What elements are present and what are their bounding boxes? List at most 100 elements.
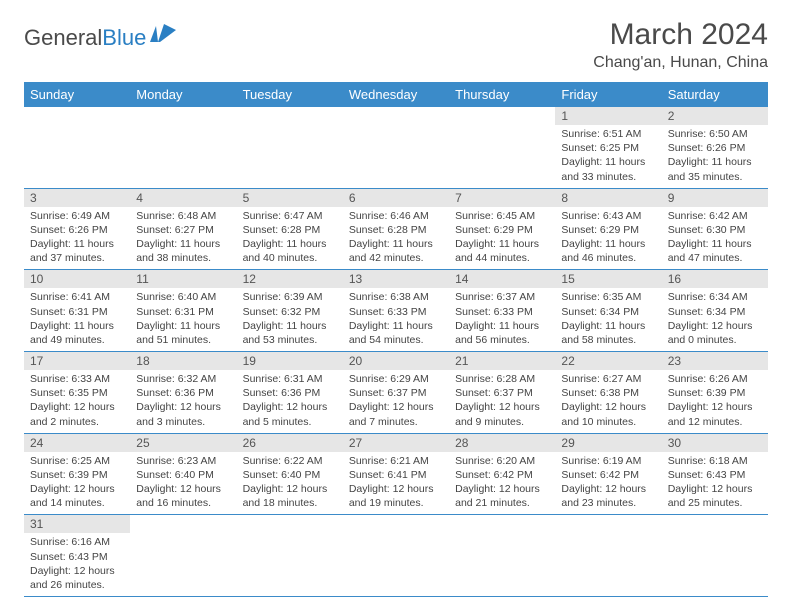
day-number: 20: [343, 352, 449, 370]
sunrise: Sunrise: 6:45 AM: [455, 209, 549, 223]
calendar-cell: 21Sunrise: 6:28 AMSunset: 6:37 PMDayligh…: [449, 352, 555, 434]
day-number: 29: [555, 434, 661, 452]
day-details: Sunrise: 6:19 AMSunset: 6:42 PMDaylight:…: [555, 452, 661, 515]
day-number: 28: [449, 434, 555, 452]
daylight: Daylight: 12 hours and 16 minutes.: [136, 482, 230, 510]
header: GeneralBlue March 2024 Chang'an, Hunan, …: [24, 18, 768, 72]
sunset: Sunset: 6:35 PM: [30, 386, 124, 400]
day-details: Sunrise: 6:32 AMSunset: 6:36 PMDaylight:…: [130, 370, 236, 433]
sunrise: Sunrise: 6:35 AM: [561, 290, 655, 304]
sunset: Sunset: 6:34 PM: [668, 305, 762, 319]
day-number: 12: [237, 270, 343, 288]
daylight: Daylight: 12 hours and 23 minutes.: [561, 482, 655, 510]
sunset: Sunset: 6:30 PM: [668, 223, 762, 237]
calendar-cell: 3Sunrise: 6:49 AMSunset: 6:26 PMDaylight…: [24, 188, 130, 270]
sunrise: Sunrise: 6:29 AM: [349, 372, 443, 386]
daylight: Daylight: 11 hours and 54 minutes.: [349, 319, 443, 347]
title-block: March 2024 Chang'an, Hunan, China: [593, 18, 768, 72]
calendar-cell: 15Sunrise: 6:35 AMSunset: 6:34 PMDayligh…: [555, 270, 661, 352]
sunrise: Sunrise: 6:39 AM: [243, 290, 337, 304]
daylight: Daylight: 11 hours and 53 minutes.: [243, 319, 337, 347]
day-details: Sunrise: 6:38 AMSunset: 6:33 PMDaylight:…: [343, 288, 449, 351]
sunrise: Sunrise: 6:31 AM: [243, 372, 337, 386]
calendar-cell: 18Sunrise: 6:32 AMSunset: 6:36 PMDayligh…: [130, 352, 236, 434]
calendar-week: 3Sunrise: 6:49 AMSunset: 6:26 PMDaylight…: [24, 188, 768, 270]
day-number: 9: [662, 189, 768, 207]
calendar-cell: 8Sunrise: 6:43 AMSunset: 6:29 PMDaylight…: [555, 188, 661, 270]
sunrise: Sunrise: 6:20 AM: [455, 454, 549, 468]
day-details: Sunrise: 6:21 AMSunset: 6:41 PMDaylight:…: [343, 452, 449, 515]
calendar-cell: 28Sunrise: 6:20 AMSunset: 6:42 PMDayligh…: [449, 433, 555, 515]
sunrise: Sunrise: 6:42 AM: [668, 209, 762, 223]
sunset: Sunset: 6:26 PM: [30, 223, 124, 237]
sunset: Sunset: 6:29 PM: [455, 223, 549, 237]
day-number: 26: [237, 434, 343, 452]
sunrise: Sunrise: 6:51 AM: [561, 127, 655, 141]
daylight: Daylight: 12 hours and 3 minutes.: [136, 400, 230, 428]
daylight: Daylight: 11 hours and 44 minutes.: [455, 237, 549, 265]
location: Chang'an, Hunan, China: [593, 54, 768, 72]
sunset: Sunset: 6:36 PM: [136, 386, 230, 400]
calendar-cell: [237, 107, 343, 188]
day-number: 24: [24, 434, 130, 452]
day-details: Sunrise: 6:33 AMSunset: 6:35 PMDaylight:…: [24, 370, 130, 433]
calendar-cell: [130, 515, 236, 597]
sunset: Sunset: 6:31 PM: [30, 305, 124, 319]
sunset: Sunset: 6:33 PM: [455, 305, 549, 319]
sunrise: Sunrise: 6:25 AM: [30, 454, 124, 468]
day-number: 18: [130, 352, 236, 370]
calendar-cell: 1Sunrise: 6:51 AMSunset: 6:25 PMDaylight…: [555, 107, 661, 188]
calendar-cell: 2Sunrise: 6:50 AMSunset: 6:26 PMDaylight…: [662, 107, 768, 188]
day-details: Sunrise: 6:49 AMSunset: 6:26 PMDaylight:…: [24, 207, 130, 270]
day-details: Sunrise: 6:41 AMSunset: 6:31 PMDaylight:…: [24, 288, 130, 351]
sunset: Sunset: 6:40 PM: [136, 468, 230, 482]
day-number: 15: [555, 270, 661, 288]
sunrise: Sunrise: 6:22 AM: [243, 454, 337, 468]
day-number: 19: [237, 352, 343, 370]
day-number: 21: [449, 352, 555, 370]
daylight: Daylight: 11 hours and 56 minutes.: [455, 319, 549, 347]
day-number: 10: [24, 270, 130, 288]
sunset: Sunset: 6:25 PM: [561, 141, 655, 155]
sunset: Sunset: 6:42 PM: [561, 468, 655, 482]
sunrise: Sunrise: 6:43 AM: [561, 209, 655, 223]
logo-flag-icon: [150, 24, 176, 42]
day-number: 3: [24, 189, 130, 207]
daylight: Daylight: 11 hours and 46 minutes.: [561, 237, 655, 265]
logo-text-2: Blue: [102, 25, 146, 51]
daylight: Daylight: 11 hours and 47 minutes.: [668, 237, 762, 265]
daylight: Daylight: 11 hours and 49 minutes.: [30, 319, 124, 347]
calendar-cell: [449, 107, 555, 188]
day-number: 30: [662, 434, 768, 452]
calendar-cell: 4Sunrise: 6:48 AMSunset: 6:27 PMDaylight…: [130, 188, 236, 270]
sunrise: Sunrise: 6:34 AM: [668, 290, 762, 304]
daylight: Daylight: 12 hours and 25 minutes.: [668, 482, 762, 510]
sunrise: Sunrise: 6:19 AM: [561, 454, 655, 468]
daylight: Daylight: 11 hours and 58 minutes.: [561, 319, 655, 347]
daylight: Daylight: 11 hours and 33 minutes.: [561, 155, 655, 183]
day-header: Monday: [130, 82, 236, 107]
day-details: Sunrise: 6:50 AMSunset: 6:26 PMDaylight:…: [662, 125, 768, 188]
sunrise: Sunrise: 6:16 AM: [30, 535, 124, 549]
sunrise: Sunrise: 6:48 AM: [136, 209, 230, 223]
daylight: Daylight: 12 hours and 12 minutes.: [668, 400, 762, 428]
daylight: Daylight: 11 hours and 42 minutes.: [349, 237, 443, 265]
day-number: 27: [343, 434, 449, 452]
sunset: Sunset: 6:38 PM: [561, 386, 655, 400]
sunrise: Sunrise: 6:40 AM: [136, 290, 230, 304]
sunset: Sunset: 6:43 PM: [30, 550, 124, 564]
day-number: 5: [237, 189, 343, 207]
sunset: Sunset: 6:32 PM: [243, 305, 337, 319]
calendar-cell: [555, 515, 661, 597]
daylight: Daylight: 12 hours and 2 minutes.: [30, 400, 124, 428]
calendar-cell: [662, 515, 768, 597]
daylight: Daylight: 12 hours and 14 minutes.: [30, 482, 124, 510]
daylight: Daylight: 11 hours and 51 minutes.: [136, 319, 230, 347]
day-header-row: SundayMondayTuesdayWednesdayThursdayFrid…: [24, 82, 768, 107]
sunset: Sunset: 6:29 PM: [561, 223, 655, 237]
sunrise: Sunrise: 6:38 AM: [349, 290, 443, 304]
day-header: Sunday: [24, 82, 130, 107]
day-details: Sunrise: 6:23 AMSunset: 6:40 PMDaylight:…: [130, 452, 236, 515]
sunrise: Sunrise: 6:32 AM: [136, 372, 230, 386]
day-number: 31: [24, 515, 130, 533]
